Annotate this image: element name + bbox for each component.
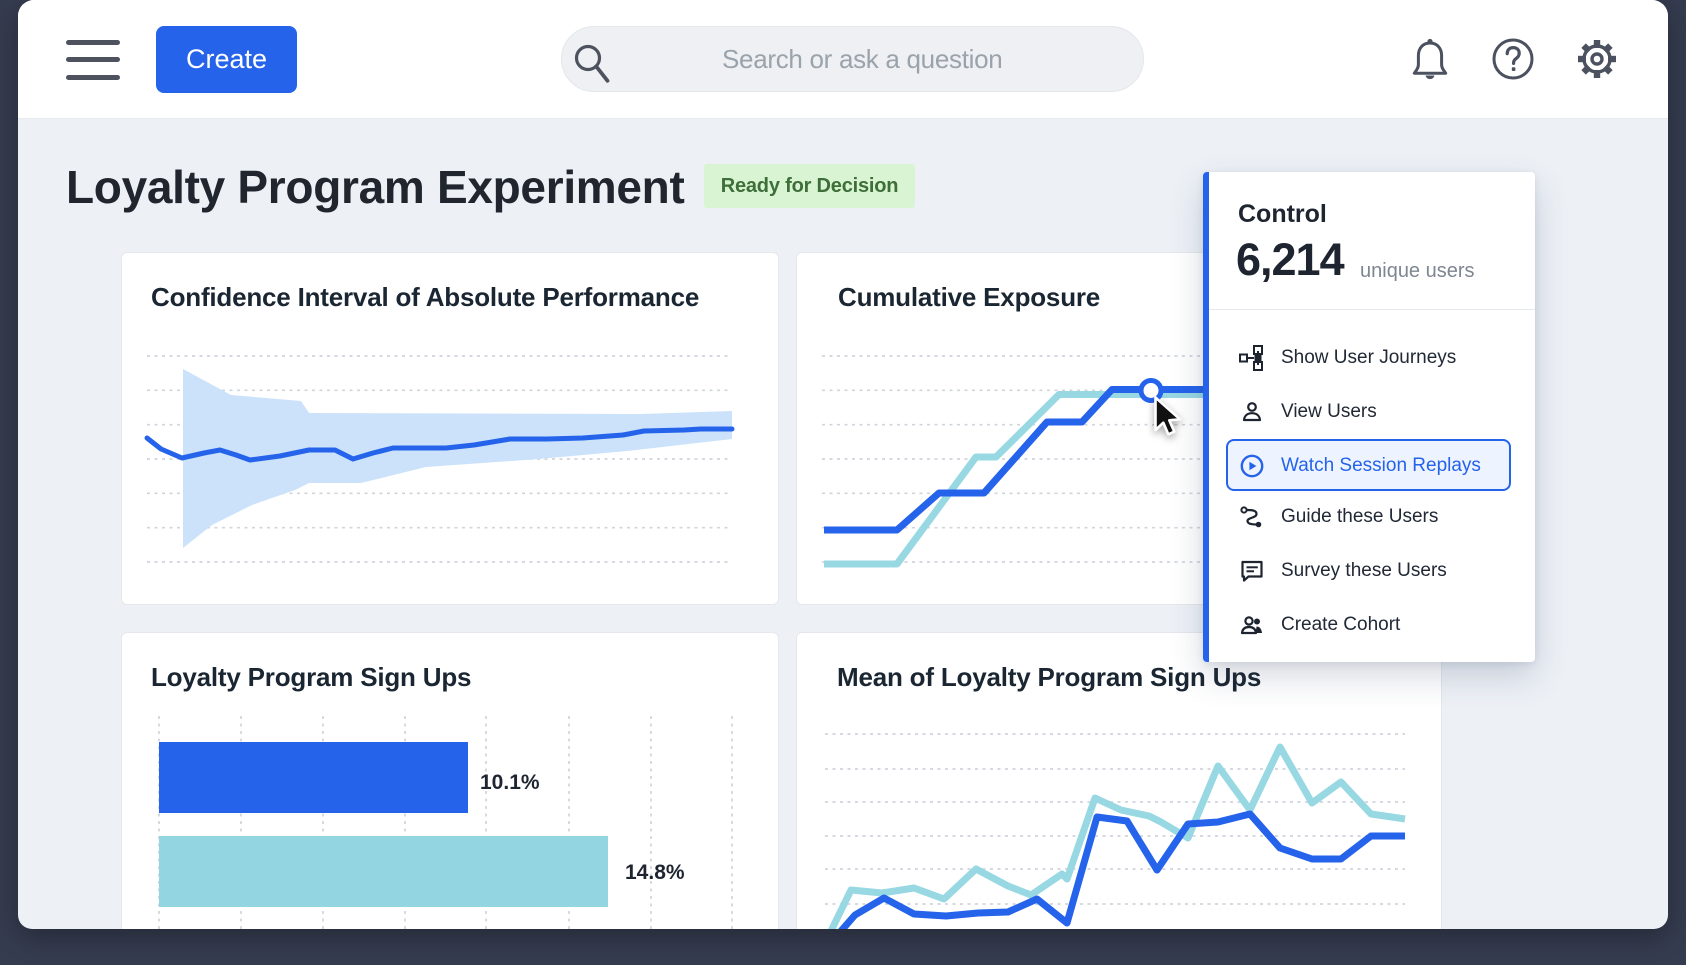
svg-text:14.8%: 14.8% <box>625 861 685 884</box>
svg-text:10.1%: 10.1% <box>480 771 540 794</box>
